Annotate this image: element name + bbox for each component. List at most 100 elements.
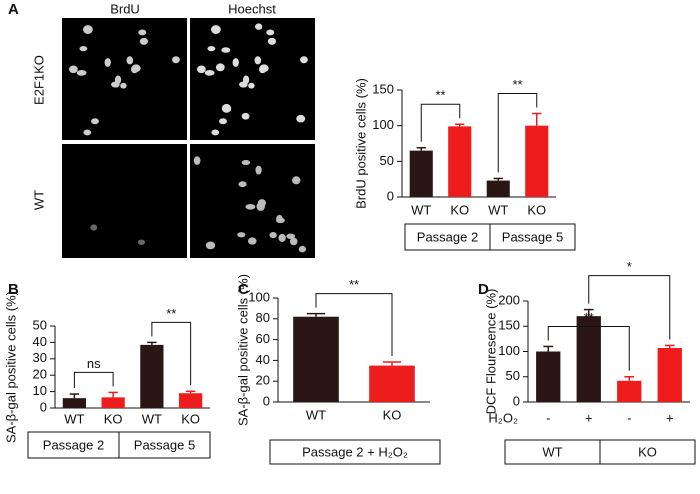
y-tick-label: 10 [33,383,47,398]
image [62,18,187,140]
x-tick-label: - [627,410,631,425]
y-axis-label: SA-β-gal positive cells (%) [235,274,250,426]
y-tick-label: 0 [513,393,520,408]
y-tick-label: 20 [256,373,270,388]
nucleus [292,176,301,185]
nucleus [137,239,146,245]
nucleus [90,224,98,231]
bar [576,316,601,402]
bar [536,351,561,402]
y-tick-label: 50 [33,317,47,332]
image [62,144,187,258]
y-tick-label: 0 [263,393,270,408]
group-label: KO [638,444,657,459]
nucleus [126,56,134,65]
nucleus [211,129,220,136]
nucleus [245,203,256,210]
significance-label: ** [435,88,445,103]
nucleus [286,233,296,240]
nucleus [139,37,149,45]
bar [617,380,642,402]
x-tick-label: WT [488,202,508,217]
y-tick-label: 50 [380,153,394,168]
nucleus [204,69,215,76]
nucleus [120,82,127,89]
y-tick-label: 100 [498,343,520,358]
significance-bracket [73,371,114,389]
nucleus [172,56,180,64]
column-label: Hoechst [228,1,276,16]
significance-label: * [627,259,632,274]
nucleus [298,245,307,253]
bar [448,126,472,197]
nucleus [238,181,247,188]
y-tick-label: 100 [372,117,394,132]
y-axis-label: SA-β-gal positive cells (%) [3,291,18,443]
nucleus [221,47,231,53]
group-label: WT [542,444,562,459]
panel-label: C [238,281,249,298]
group-label: Passage 5 [134,437,195,452]
x-tick-label: + [585,410,593,425]
y-tick-label: 50 [506,368,520,383]
nucleus [237,232,246,238]
bar [409,150,433,197]
nucleus [91,118,99,125]
nucleus [221,103,232,113]
significance-bracket [151,321,192,386]
x-tick-label: WT [64,411,84,426]
row-label: H₂O₂ [488,410,518,425]
nucleus [248,82,255,89]
nucleus [138,29,147,36]
x-tick-label: KO [450,202,469,217]
x-tick-label: WT [306,407,326,422]
nucleus [276,217,285,224]
y-tick-label: 150 [498,318,520,333]
column-label: BrdU [110,1,140,16]
y-tick-label: 100 [248,289,270,304]
nucleus [205,241,216,250]
significance-bracket [588,275,671,340]
significance-bracket [547,325,630,371]
nucleus [267,37,277,45]
nucleus [215,63,225,72]
x-tick-label: KO [104,411,123,426]
bar [140,344,164,408]
nucleus [76,69,87,76]
significance-label: ns [87,356,101,371]
nucleus [211,25,221,34]
y-axis-label: BrdU positive cells (%) [353,78,368,209]
nucleus [83,129,92,136]
nucleus [241,159,251,166]
group-label: Passage 5 [502,229,563,244]
x-tick-label: KO [181,411,200,426]
panel-label: A [8,1,19,18]
group-box [269,439,441,465]
group-label: Passage 2 [43,437,104,452]
y-axis-label: DCF Flouresence (%) [483,289,498,415]
nucleus [259,64,269,72]
y-tick-label: 0 [40,399,47,414]
y-tick-label: 200 [498,292,520,307]
panel-label: D [478,281,489,298]
bar [369,365,415,402]
significance-label: ** [349,277,359,292]
bar [179,393,203,408]
nucleus [193,156,201,165]
x-tick-label: - [546,410,550,425]
y-tick-label: 150 [372,81,394,96]
significance-label: ** [512,77,522,92]
nucleus [197,65,206,74]
nucleus [219,118,227,125]
micrographs [62,18,315,258]
bar [657,347,682,402]
nucleus [104,58,111,67]
bar [101,397,125,408]
nucleus [269,231,277,239]
nucleus [266,29,275,36]
significance-label: ** [584,310,594,325]
y-tick-label: 80 [256,310,270,325]
nucleus [239,81,248,88]
nucleus [254,56,262,65]
